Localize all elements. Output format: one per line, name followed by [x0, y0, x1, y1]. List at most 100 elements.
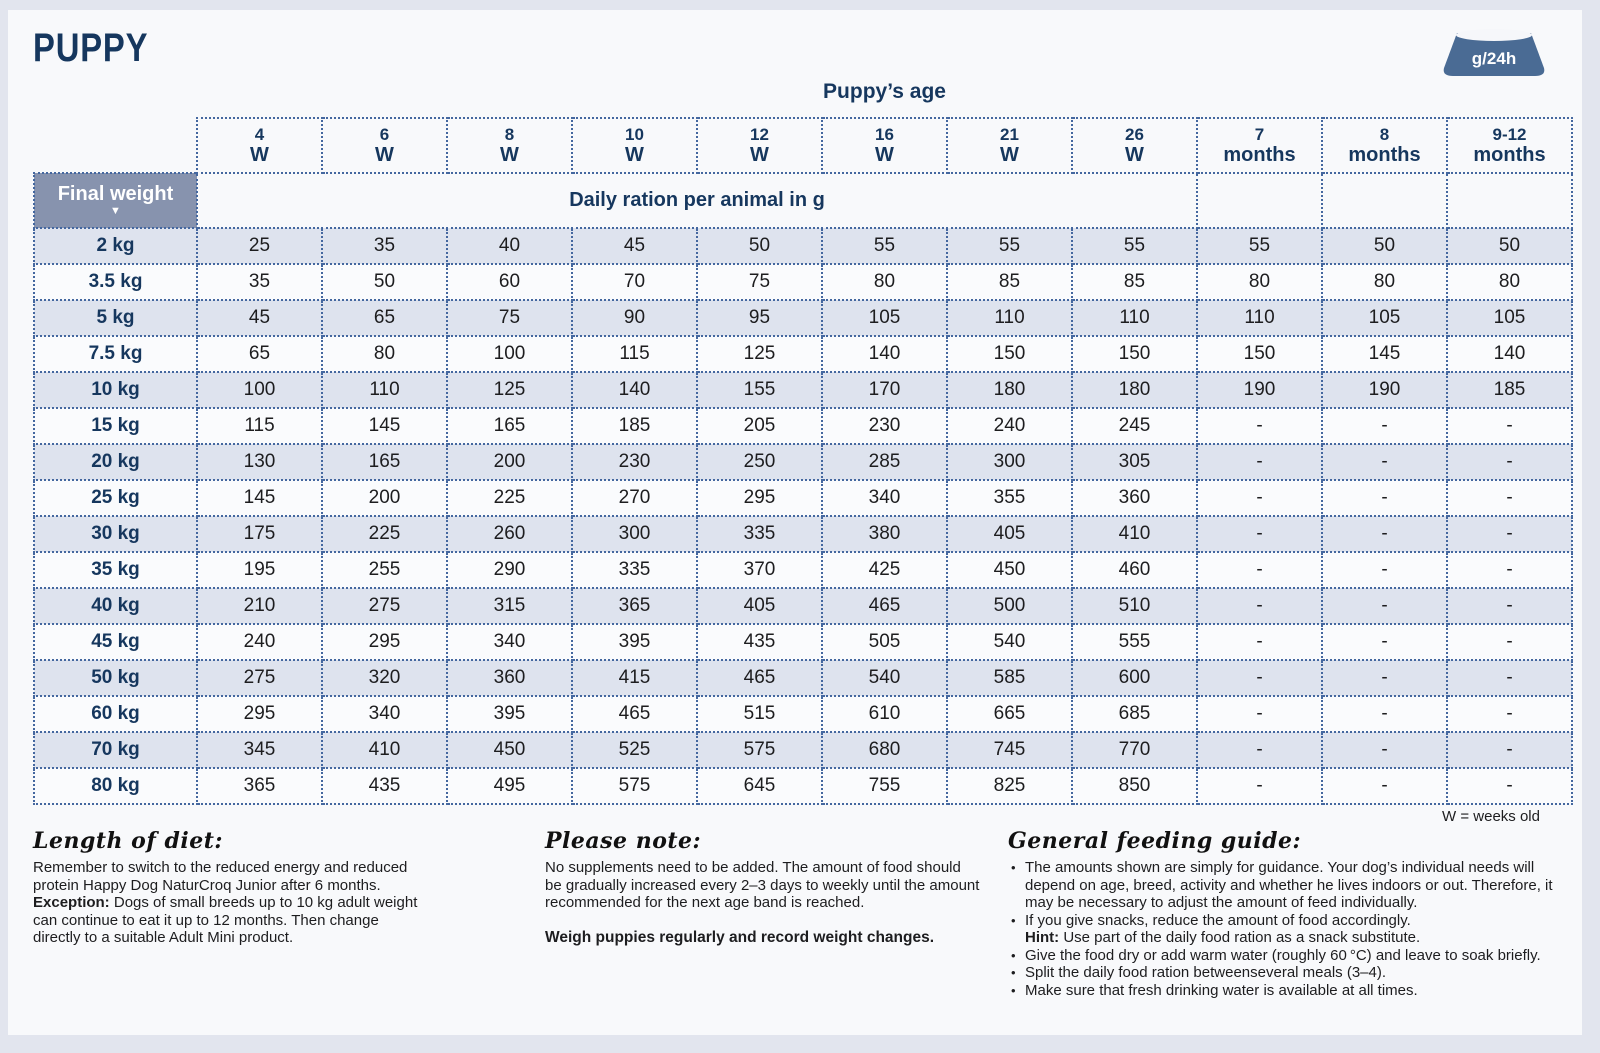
ration-value: 185: [571, 407, 698, 445]
weight-row-header: 35 kg: [33, 551, 198, 589]
age-column-header: 12 W: [696, 117, 823, 174]
ration-value: 205: [696, 407, 823, 445]
ration-value: 275: [196, 659, 323, 697]
ration-value: -: [1321, 623, 1448, 661]
ration-value: 85: [946, 263, 1073, 301]
ration-value: -: [1446, 695, 1573, 733]
ration-value: 465: [571, 695, 698, 733]
ration-value: 80: [1321, 263, 1448, 301]
weight-row-header: 20 kg: [33, 443, 198, 481]
ration-value: 95: [696, 299, 823, 337]
ration-value: -: [1446, 551, 1573, 589]
age-column-header: 10 W: [571, 117, 698, 174]
please-note-heading: Please note:: [545, 828, 702, 854]
ration-value: 525: [571, 731, 698, 769]
ration-value: 140: [571, 371, 698, 409]
ration-value: 55: [821, 227, 948, 265]
ration-value: -: [1446, 587, 1573, 625]
bowl-icon-label: g/24h: [1472, 49, 1516, 68]
length-of-diet-note: Length of diet: Remember to switch to th…: [33, 828, 428, 947]
ration-value: 260: [446, 515, 573, 553]
ration-value: 245: [1071, 407, 1198, 445]
ration-value: 340: [821, 479, 948, 517]
ration-value: 200: [321, 479, 448, 517]
ration-value: 210: [196, 587, 323, 625]
general-feeding-guide: General feeding guide: The amounts shown…: [1008, 828, 1556, 999]
please-note-text: No supplements need to be added. The amo…: [545, 859, 980, 911]
ration-value: 200: [446, 443, 573, 481]
hint-text: Use part of the daily food ration as a s…: [1063, 929, 1421, 946]
ration-value: 645: [696, 767, 823, 805]
weight-row-header: 45 kg: [33, 623, 198, 661]
ration-value: 465: [821, 587, 948, 625]
ration-value: 405: [946, 515, 1073, 553]
guide-bullet: Split the daily food ration betweensever…: [1008, 964, 1556, 982]
ration-value: 370: [696, 551, 823, 589]
ration-value: 230: [821, 407, 948, 445]
ration-value: 55: [946, 227, 1073, 265]
ration-value: 50: [1321, 227, 1448, 265]
ration-value: 80: [1446, 263, 1573, 301]
ration-value: 100: [446, 335, 573, 373]
ration-value: 360: [1071, 479, 1198, 517]
ration-value: 80: [321, 335, 448, 373]
ration-value: 685: [1071, 695, 1198, 733]
ration-value: -: [1196, 551, 1323, 589]
final-weight-label: Final weight: [57, 183, 174, 205]
guide-bullet: If you give snacks, reduce the amount of…: [1008, 912, 1556, 947]
bowl-icon: g/24h: [1443, 29, 1545, 76]
ration-value: -: [1196, 767, 1323, 805]
ration-value: 190: [1321, 371, 1448, 409]
ration-value: 155: [696, 371, 823, 409]
ration-value: 180: [946, 371, 1073, 409]
ration-value: 320: [321, 659, 448, 697]
guide-bullet: Make sure that fresh drinking water is a…: [1008, 982, 1556, 1000]
ration-value: -: [1321, 443, 1448, 481]
ration-value: 505: [821, 623, 948, 661]
exception-text: Dogs of small breeds up to 10 kg adult w…: [33, 894, 418, 946]
ration-value: 435: [696, 623, 823, 661]
table-row: 80 kg 365 435 495 575 645 755 825 850- - -: [33, 767, 1573, 805]
ration-value: 825: [946, 767, 1073, 805]
feeding-guide-panel: PUPPY g/24h Puppy’s age 4 W 6 W 8 W 10 W 12 W 16 W 2…: [8, 10, 1582, 1035]
ration-value: 130: [196, 443, 323, 481]
ration-value: -: [1196, 407, 1323, 445]
ration-value: 345: [196, 731, 323, 769]
ration-value: 410: [321, 731, 448, 769]
ration-value: 75: [446, 299, 573, 337]
table-row: 30 kg 175 225 260 300 335 380 405 410- - -: [33, 515, 1573, 553]
table-row: 25 kg 145 200 225 270 295 340 355 360- - -: [33, 479, 1573, 517]
table-row: 45 kg 240 295 340 395 435 505 540 555- - -: [33, 623, 1573, 661]
please-note: Please note: No supplements need to be a…: [545, 828, 980, 946]
ration-value: 755: [821, 767, 948, 805]
ration-value: 110: [946, 299, 1073, 337]
ration-value: 145: [321, 407, 448, 445]
ration-value: 80: [1196, 263, 1323, 301]
ration-value: 230: [571, 443, 698, 481]
weight-row-header: 3.5 kg: [33, 263, 198, 301]
ration-value: 65: [196, 335, 323, 373]
ration-value: 75: [696, 263, 823, 301]
ration-value: 170: [821, 371, 948, 409]
ration-value: 360: [446, 659, 573, 697]
table-row: 35 kg 195 255 290 335 370 425 450 460- - -: [33, 551, 1573, 589]
ration-value: -: [1196, 479, 1323, 517]
ration-value: 575: [571, 767, 698, 805]
ration-value: 165: [321, 443, 448, 481]
ration-value: -: [1446, 407, 1573, 445]
weigh-reminder: Weigh puppies regularly and record weigh…: [545, 928, 935, 946]
ration-value: 340: [321, 695, 448, 733]
final-weight-header: Final weight ▼: [33, 172, 198, 229]
age-column-header: 7 months: [1196, 117, 1323, 174]
ration-value: -: [1446, 623, 1573, 661]
ration-value: 25: [196, 227, 323, 265]
ration-value: -: [1446, 479, 1573, 517]
ration-value: 195: [196, 551, 323, 589]
ration-value: 140: [821, 335, 948, 373]
weight-row-header: 70 kg: [33, 731, 198, 769]
ration-value: 110: [321, 371, 448, 409]
ration-value: 300: [571, 515, 698, 553]
ration-value: 395: [571, 623, 698, 661]
